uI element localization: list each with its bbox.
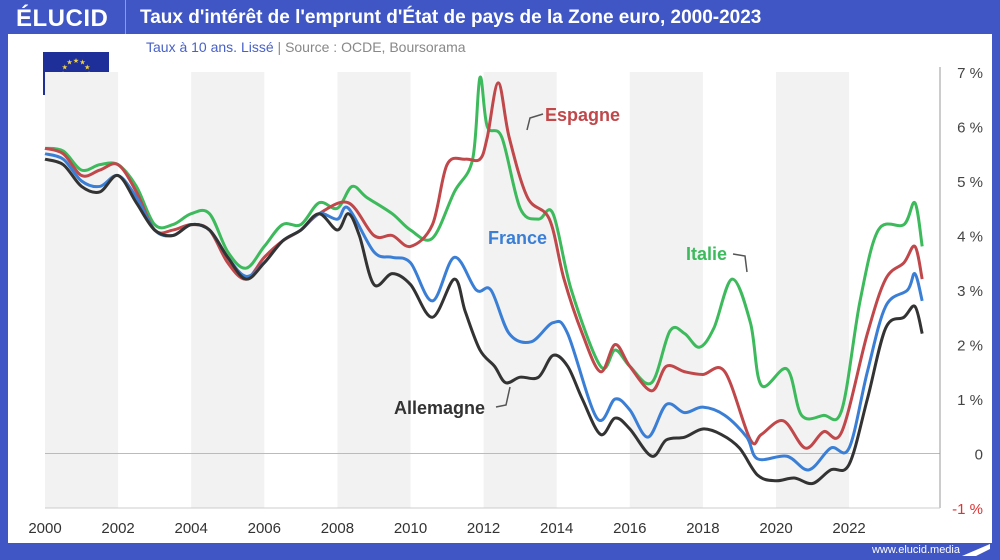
series-label-italie: Italie — [686, 244, 727, 264]
leader-line — [495, 386, 511, 408]
series-line-italie — [44, 75, 924, 422]
svg-text:★: ★ — [79, 59, 85, 67]
series-line-allemagne — [44, 157, 924, 486]
series-label-france: France — [488, 228, 547, 248]
y-tick-label: 1 % — [957, 392, 983, 409]
series-label-espagne: Espagne — [545, 105, 620, 125]
x-tick-label: 2010 — [394, 520, 427, 537]
shaded-band — [337, 72, 411, 508]
shaded-band — [483, 72, 557, 508]
svg-text:★: ★ — [62, 64, 68, 72]
x-tick-label: 2022 — [832, 520, 865, 537]
x-tick-label: 2004 — [175, 520, 208, 537]
y-tick-label: 3 % — [957, 283, 983, 300]
y-tick-label: 5 % — [957, 174, 983, 191]
x-tick-label: 2008 — [321, 520, 354, 537]
x-tick-label: 2018 — [686, 520, 719, 537]
shaded-band — [191, 72, 265, 508]
y-tick-label: 4 % — [957, 229, 983, 246]
subtitle-separator: | — [277, 39, 282, 55]
y-tick-label: 7 % — [957, 65, 983, 82]
chart-subtitle: Taux à 10 ans. Lissé | Source : OCDE, Bo… — [146, 39, 466, 55]
website-link[interactable]: www.elucid.media — [871, 544, 960, 556]
x-tick-label: 2016 — [613, 520, 646, 537]
y-tick-label: -1 % — [952, 501, 983, 518]
leader-line — [526, 113, 544, 131]
header-divider — [125, 0, 126, 34]
subtitle-text: Taux à 10 ans. Lissé — [146, 39, 274, 55]
x-tick-label: 2020 — [759, 520, 792, 537]
x-tick-label: 2002 — [101, 520, 134, 537]
svg-text:★: ★ — [73, 57, 79, 65]
chart-title: Taux d'intérêt de l'emprunt d'État de pa… — [140, 7, 762, 28]
svg-text:★: ★ — [84, 64, 90, 72]
shaded-band — [45, 72, 119, 508]
x-tick-label: 2012 — [467, 520, 500, 537]
leader-line — [732, 253, 748, 273]
y-tick-label: 2 % — [957, 338, 983, 355]
elucid-logo: ÉLUCID — [16, 5, 109, 32]
series-label-allemagne: Allemagne — [394, 398, 485, 418]
source-text: Source : OCDE, Boursorama — [285, 39, 466, 55]
y-tick-label: 6 % — [957, 120, 983, 137]
elucid-mark-icon — [962, 544, 990, 556]
x-tick-label: 2006 — [248, 520, 281, 537]
y-tick-label: 0 — [975, 447, 983, 464]
shaded-band — [776, 72, 850, 508]
x-tick-label: 2000 — [28, 520, 61, 537]
x-tick-label: 2014 — [540, 520, 573, 537]
svg-text:★: ★ — [66, 59, 72, 67]
